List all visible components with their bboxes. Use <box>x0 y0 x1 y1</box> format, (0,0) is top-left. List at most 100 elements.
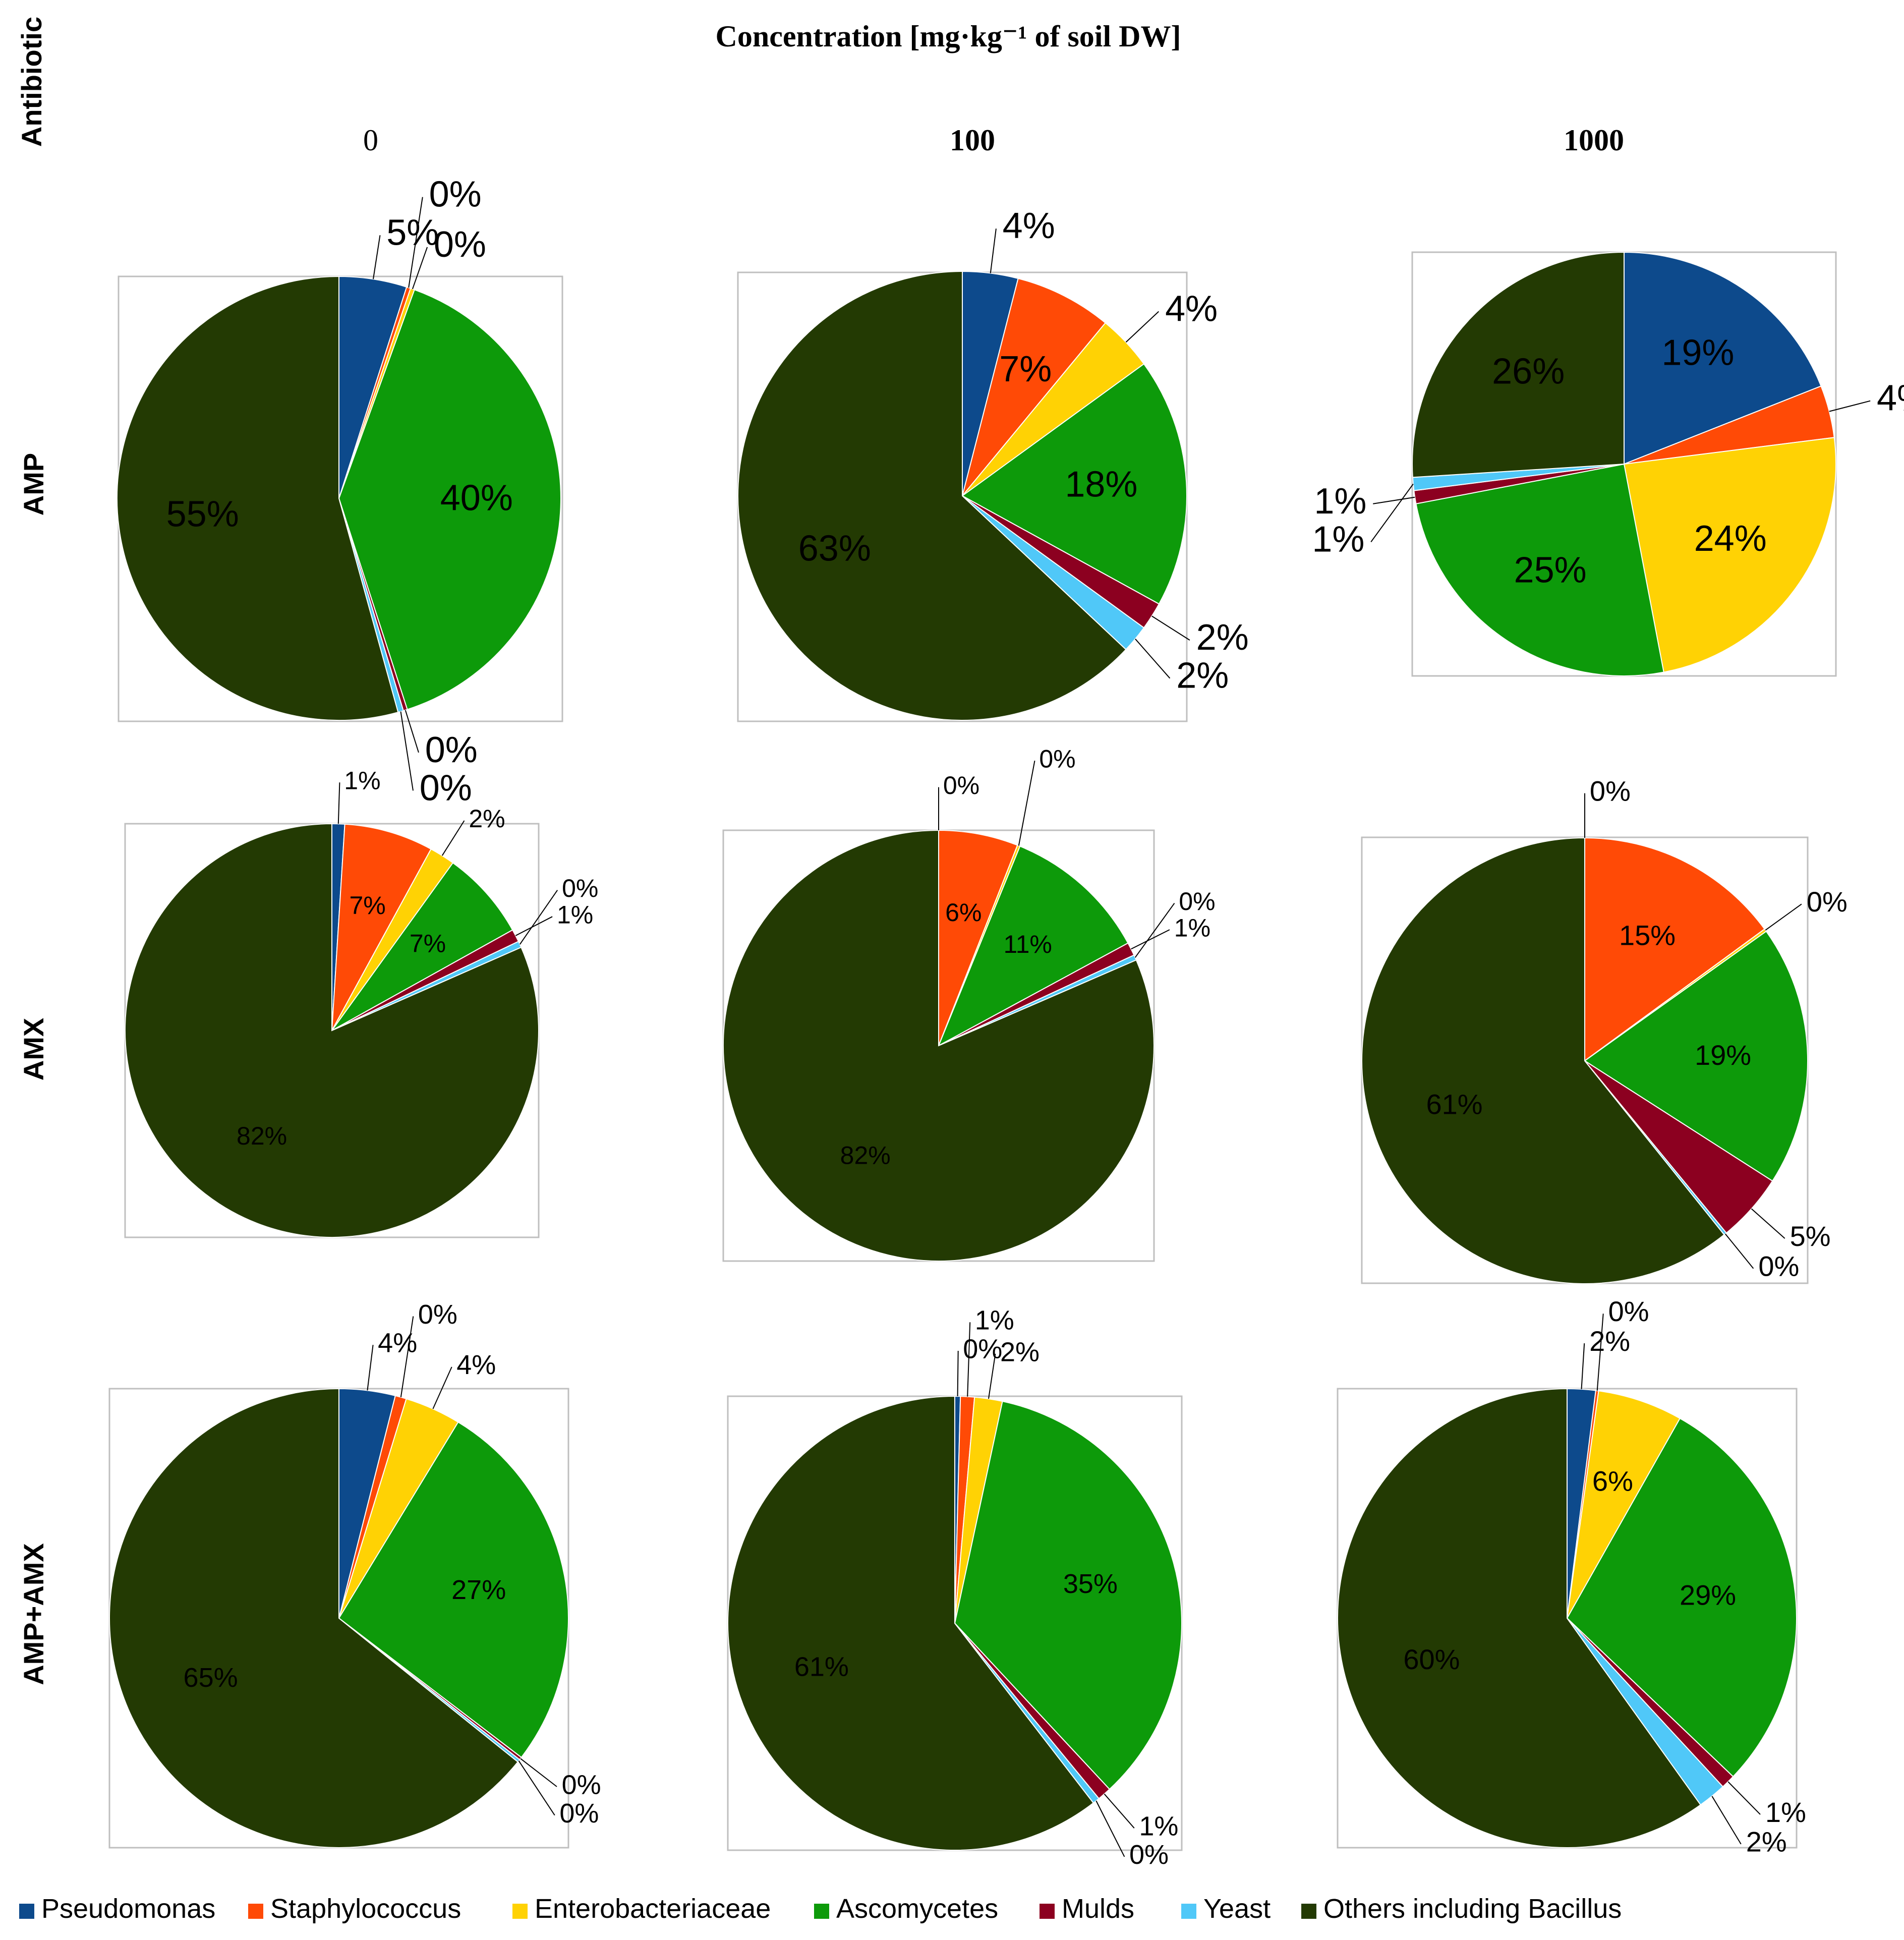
leader-line <box>520 1758 557 1787</box>
pie-slice <box>1624 251 1822 465</box>
leader-line <box>337 782 340 824</box>
pie-slice <box>938 829 1018 1046</box>
data-label: 0% <box>559 1798 599 1829</box>
pie-slice <box>338 1421 569 1758</box>
pie-panel: 0%1%2%35%1%0%61% <box>727 1305 1183 1870</box>
legend-swatch <box>248 1904 263 1919</box>
legend-item: Others including Bacillus <box>1301 1894 1622 1924</box>
legend-label: Others including Bacillus <box>1323 1894 1622 1924</box>
legend: Pseudomonas Staphylococcus Enterobacteriac… <box>19 1894 1622 1924</box>
pie-slice <box>1412 251 1625 478</box>
pie-panel: 4% 7% 4% 18% 2%2% 63% <box>737 206 1249 722</box>
leader-line <box>1724 1233 1754 1269</box>
pie-slice <box>1361 837 1725 1284</box>
data-label: 0% <box>1129 1840 1169 1870</box>
data-label: 40% <box>440 478 513 519</box>
pie-slice <box>1584 837 1766 1062</box>
leader-line <box>400 1316 414 1398</box>
pie-slice <box>125 823 539 1238</box>
data-label: 4% <box>378 1328 417 1358</box>
data-label: 82% <box>840 1142 891 1170</box>
leader-line <box>400 711 414 791</box>
leader-line <box>1018 760 1035 846</box>
pie-slice <box>109 1388 519 1848</box>
data-label: 82% <box>237 1122 287 1150</box>
data-label: 7% <box>999 349 1052 389</box>
data-label: 0% <box>1758 1250 1799 1282</box>
pie-panel: 19% 4% 24% 25% 1%1% 26% <box>1312 251 1904 677</box>
data-label: 1% <box>1765 1796 1806 1828</box>
leader-line <box>967 1322 971 1397</box>
data-label: 26% <box>1492 352 1565 392</box>
pie-slice <box>1623 437 1836 673</box>
leader-line <box>441 820 465 856</box>
pie-panel: 2%0%6%29%1%2%60% <box>1337 1295 1806 1858</box>
data-label: 1% <box>1139 1811 1178 1841</box>
pie-slice <box>331 823 432 1031</box>
data-label: 7% <box>410 929 446 957</box>
legend-label: Yeast <box>1203 1894 1271 1924</box>
pie-slice <box>1337 1388 1702 1848</box>
data-label: 35% <box>1063 1569 1118 1599</box>
data-label: 27% <box>451 1575 506 1605</box>
data-label: 6% <box>945 898 982 927</box>
data-label: 4% <box>456 1350 496 1380</box>
pie-panel: 5%0%0%40%0%0%55% <box>117 175 563 808</box>
data-label: 25% <box>1514 550 1587 590</box>
data-label: 60% <box>1403 1643 1460 1675</box>
legend-label: Enterobacteriaceae <box>535 1894 771 1924</box>
data-label: 1% <box>1314 481 1366 522</box>
data-label: 0% <box>434 224 486 265</box>
legend-item: Ascomycetes <box>814 1894 998 1924</box>
row-label: AMP+AMX <box>18 1543 49 1685</box>
leader-line <box>1727 1781 1761 1815</box>
data-label: 11% <box>1004 930 1052 958</box>
leader-line <box>1751 1208 1785 1239</box>
legend-label: Pseudomonas <box>41 1894 215 1924</box>
column-label: 100 <box>950 124 995 157</box>
data-label: 2% <box>1176 656 1229 696</box>
data-label: 7% <box>349 891 385 920</box>
data-label: 0% <box>1608 1295 1649 1327</box>
leader-line <box>367 1345 374 1391</box>
pie-slice <box>1415 463 1664 676</box>
legend-label: Mulds <box>1062 1894 1134 1924</box>
data-label: 65% <box>184 1663 238 1693</box>
pie-slice <box>1566 1417 1797 1778</box>
data-label: 55% <box>166 494 239 535</box>
data-label: 0% <box>1179 887 1215 916</box>
pie-slice <box>1567 1390 1681 1619</box>
leader-line <box>515 916 553 936</box>
row-axis-label: Antibiotic <box>16 17 47 147</box>
leader-line <box>1134 903 1175 958</box>
data-label: 0% <box>562 1770 601 1800</box>
data-label: 29% <box>1680 1579 1736 1611</box>
pie-panel: 4%0%4%27%0%0%65% <box>108 1299 601 1849</box>
pie-slice <box>117 275 399 721</box>
data-label: 15% <box>1619 919 1676 951</box>
legend-swatch <box>19 1904 34 1919</box>
legend-swatch <box>1040 1904 1055 1919</box>
leader-line <box>373 235 381 279</box>
leader-line <box>1370 483 1414 542</box>
data-label: 61% <box>794 1651 849 1682</box>
leader-line <box>1131 929 1170 950</box>
legend-item: Staphylococcus <box>248 1894 461 1924</box>
data-label: 2% <box>1196 617 1249 658</box>
legend-swatch <box>814 1904 829 1919</box>
legend-item: Mulds <box>1040 1894 1134 1924</box>
data-label: 0% <box>418 1299 457 1330</box>
pie-slice <box>727 1395 1094 1851</box>
leader-line <box>1135 639 1171 679</box>
pie-slice <box>961 363 1187 605</box>
leader-line <box>518 1760 555 1816</box>
pie-slice <box>331 862 513 1031</box>
leader-line <box>1596 1314 1604 1391</box>
data-label: 1% <box>1174 914 1210 942</box>
leader-line <box>1581 1343 1585 1389</box>
data-label: 63% <box>798 529 871 569</box>
leader-line <box>1711 1796 1742 1845</box>
legend-label: Ascomycetes <box>836 1894 998 1924</box>
leader-line <box>1373 496 1415 504</box>
leader-line <box>990 229 997 273</box>
